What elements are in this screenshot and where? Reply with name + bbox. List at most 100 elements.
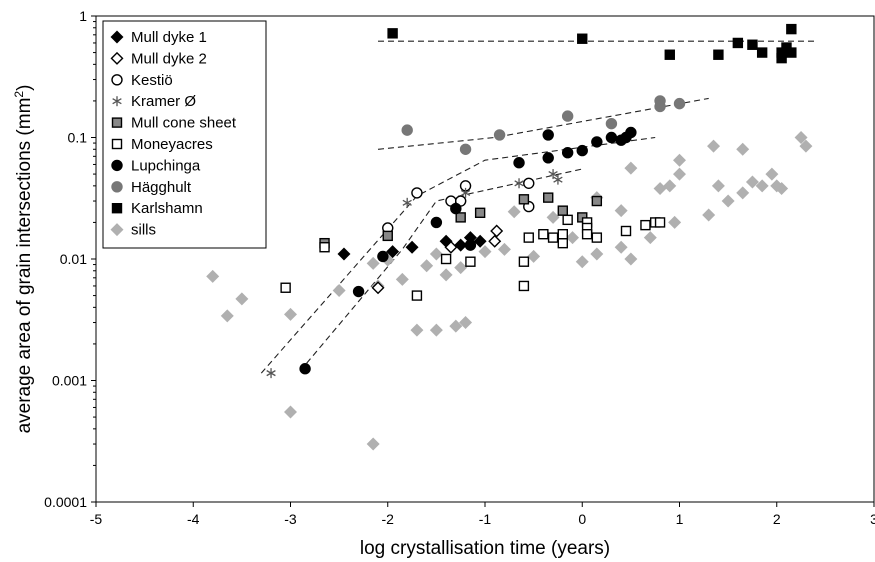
point-moneyacres: [557, 237, 568, 249]
point-kramer: [402, 197, 412, 208]
point-lupchinga: [576, 144, 588, 157]
point-sills: [775, 182, 789, 196]
x-tick-label: 0: [578, 511, 586, 527]
legend-label-mull-dyke-1: Mull dyke 1: [131, 29, 207, 46]
point-lupchinga: [542, 129, 554, 141]
point-moneyacres: [547, 232, 559, 243]
legend-box: [102, 20, 267, 249]
point-karlshamn: [387, 28, 398, 39]
point-moneyacres: [518, 256, 530, 267]
point-sills: [736, 142, 750, 156]
point-moneyacres: [319, 242, 330, 253]
point-h-gghult: [654, 100, 666, 113]
trend-line: [377, 97, 709, 150]
x-axis-title: log crystallisation time (years): [360, 538, 610, 559]
legend: Mull dyke 1 Mull dyke 2 Kestiö Kramer Ø Mull…: [102, 20, 267, 249]
legend-marker-kesti: [111, 74, 123, 86]
point-sills: [702, 208, 716, 222]
point-mull-cone-sheet: [591, 195, 603, 207]
point-sills: [643, 231, 657, 245]
point-moneyacres: [581, 228, 593, 240]
point-sills: [497, 242, 511, 256]
point-lupchinga: [299, 363, 311, 375]
point-mull-dyke-2: [444, 240, 458, 254]
point-lupchinga: [591, 136, 603, 148]
point-kramer: [553, 174, 563, 185]
x-tick-label: -3: [284, 511, 297, 527]
point-sills: [673, 153, 686, 167]
point-sills: [410, 323, 424, 337]
point-sills: [454, 261, 468, 275]
point-sills: [527, 249, 541, 263]
point-sills: [794, 131, 808, 144]
point-sills: [575, 255, 589, 269]
point-lupchinga: [450, 202, 462, 215]
legend-label-kesti: Kestiö: [131, 72, 173, 89]
point-sills: [566, 231, 580, 245]
point-sills: [284, 307, 297, 321]
point-moneyacres: [640, 219, 651, 231]
point-mull-cone-sheet: [543, 192, 554, 203]
point-h-gghult: [605, 117, 618, 130]
point-sills: [590, 247, 604, 261]
point-kramer: [548, 169, 558, 180]
legend-label-mull-cone-sheet: Mull cone sheet: [131, 115, 237, 132]
point-sills: [614, 240, 628, 254]
point-moneyacres: [280, 282, 291, 293]
point-moneyacres: [591, 232, 603, 243]
point-mull-cone-sheet: [474, 207, 486, 219]
x-tick-label: -4: [187, 511, 200, 527]
point-sills: [668, 215, 682, 229]
point-h-gghult: [401, 124, 413, 136]
point-moneyacres: [562, 214, 573, 226]
legend-label-kramer: Kramer Ø: [131, 93, 196, 110]
y-tick-label: 0.01: [60, 251, 87, 267]
point-sills: [614, 204, 628, 218]
legend-marker-sills: [110, 223, 124, 237]
point-mull-dyke-1: [473, 234, 487, 248]
point-mull-cone-sheet: [455, 212, 466, 223]
point-lupchinga: [464, 239, 477, 251]
point-mull-dyke-1: [454, 238, 468, 252]
x-tick-label: -5: [90, 511, 103, 527]
point-moneyacres: [538, 228, 549, 240]
y-tick-label: 0.1: [68, 130, 88, 146]
legend-marker-kramer: [112, 96, 122, 107]
trend-line: [299, 168, 583, 372]
x-tick-label: 2: [773, 511, 781, 527]
y-axis-title-main: average area of grain intersections (mm: [14, 98, 35, 434]
legend-label-h-gghult: Hägghult: [131, 179, 192, 196]
point-mull-dyke-1: [337, 247, 351, 261]
legend-marker-mull-dyke-2: [110, 51, 124, 65]
point-kramer: [266, 368, 276, 379]
point-kramer: [514, 178, 524, 189]
point-sills: [765, 167, 779, 181]
point-lupchinga: [352, 285, 365, 298]
point-sills: [449, 319, 463, 333]
point-mull-dyke-1: [386, 245, 400, 259]
point-mull-cone-sheet: [557, 205, 568, 216]
point-sills: [624, 252, 638, 266]
point-sills: [366, 437, 380, 451]
point-sills: [284, 405, 297, 419]
point-sills: [439, 268, 453, 282]
point-h-gghult: [561, 110, 574, 122]
point-sills: [332, 284, 346, 298]
point-moneyacres: [411, 290, 423, 301]
point-karlshamn: [713, 49, 724, 60]
point-moneyacres: [620, 225, 632, 237]
point-sills: [711, 179, 725, 193]
point-sills: [206, 269, 220, 283]
point-sills: [429, 247, 443, 261]
y-tick-label: 0.001: [52, 373, 87, 389]
legend-marker-h-gghult: [111, 181, 123, 193]
legend-label-moneyacres: Moneyacres: [131, 136, 213, 153]
point-sills: [624, 161, 638, 175]
legend-marker-lupchinga: [111, 159, 123, 172]
point-sills: [755, 179, 769, 193]
point-karlshamn: [756, 47, 768, 58]
legend-marker-mull-cone-sheet: [111, 117, 123, 128]
axes: -5 -4 -3 -2 -1 0 1 2 3 0.0001 0.001 0.01 0.1 1: [44, 8, 875, 527]
point-lupchinga: [625, 126, 637, 139]
